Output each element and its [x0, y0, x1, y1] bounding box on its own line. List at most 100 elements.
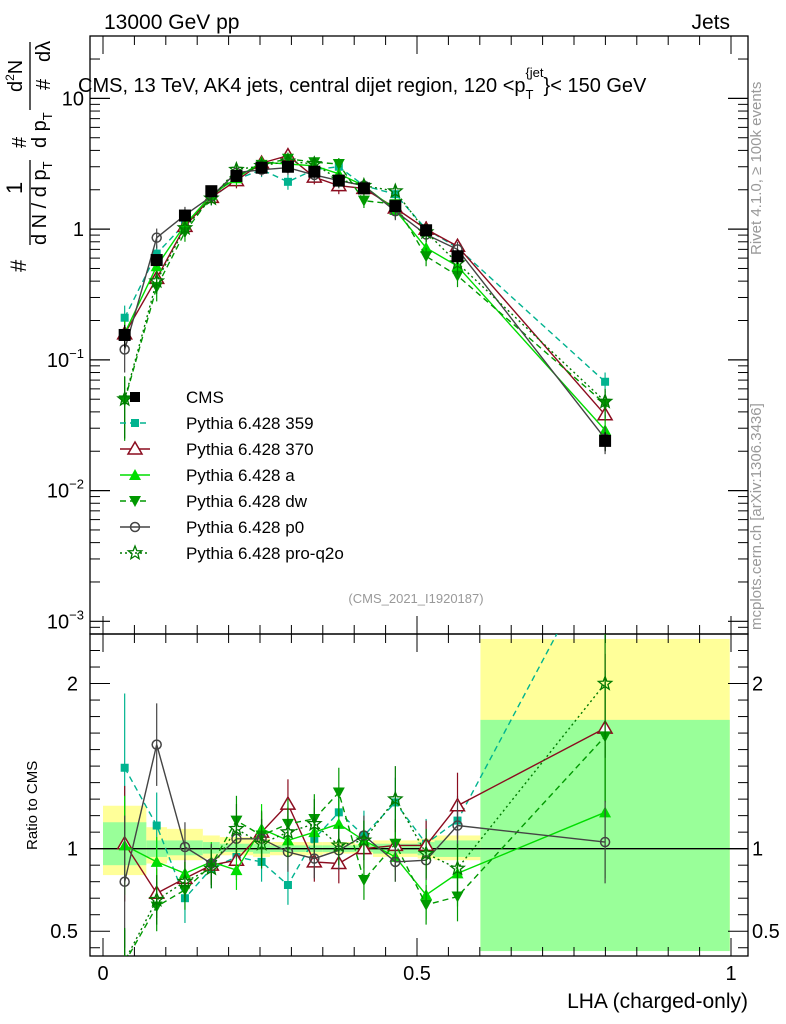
legend-label: Pythia 6.428 pro-q2o [186, 544, 344, 563]
marker-star [417, 844, 435, 861]
chart-title-tail: }< 150 GeV [544, 75, 648, 97]
marker-triangle-down [451, 270, 464, 282]
marker-triangle-down [420, 251, 433, 263]
marker-star [305, 815, 323, 832]
legend-label: Pythia 6.428 359 [186, 414, 314, 433]
marker-square [389, 200, 402, 213]
ylabel-dn-text: d N / d p [29, 169, 51, 245]
marker-triangle-down [129, 496, 141, 507]
marker-star [330, 836, 348, 853]
ratio-xtick-label: 1 [725, 963, 736, 985]
marker-triangle-down [357, 195, 370, 207]
ylabel-d2n-n: N [5, 60, 27, 74]
ylabel-hash-1: # [6, 259, 31, 272]
chart-title-main: CMS, 13 TeV, AK4 jets, central dijet reg… [78, 75, 526, 97]
ratio-plot-area [89, 633, 749, 957]
ratio-ytick-label-right: 0.5 [752, 921, 780, 943]
ylabel-d2n-sq: 2 [3, 74, 17, 81]
marker-square [281, 160, 294, 173]
legend-item-p0: Pythia 6.428 p0 [120, 518, 304, 537]
marker-square [420, 224, 433, 237]
marker-star [279, 823, 297, 840]
marker-open-circle [452, 820, 463, 831]
marker-square [599, 434, 612, 447]
marker-small-square [601, 377, 610, 386]
ratio-ylabel: Ratio to CMS [24, 761, 41, 850]
marker-small-square [131, 419, 139, 427]
marker-triangle-down [420, 899, 433, 911]
main-series-p0 [119, 161, 611, 455]
marker-star [386, 182, 404, 199]
marker-star [202, 859, 220, 876]
legend-item-a: Pythia 6.428 a [120, 466, 295, 485]
ratio-line [124, 811, 606, 896]
marker-open-circle [390, 856, 401, 868]
marker-square [118, 328, 131, 341]
marker-square [230, 169, 243, 182]
marker-small-square [152, 249, 161, 258]
marker-square [332, 174, 345, 187]
main-series-cms [118, 160, 612, 452]
ratio-series-group [116, 634, 614, 956]
legend-item-cms: CMS [130, 388, 224, 407]
marker-triangle-down [451, 891, 464, 903]
marker-filled-triangle [129, 469, 141, 480]
main-series-group [116, 147, 614, 455]
marker-small-square [283, 880, 292, 889]
ylabel-dn-sub: T [40, 161, 55, 169]
main-ytick-label: 10 [62, 88, 84, 110]
ratio-series-proq2o [124, 634, 614, 956]
marker-square [255, 161, 268, 174]
marker-star [596, 392, 614, 409]
marker-open-circle [309, 853, 320, 864]
ratio-line [124, 634, 558, 900]
main-ytick-exp: −3 [69, 607, 84, 622]
ylabel-dn: d N / d pT [29, 161, 55, 245]
legend-label: Pythia 6.428 p0 [186, 518, 304, 537]
marker-star [355, 831, 373, 848]
marker-open-circle [151, 739, 162, 750]
ylabel-dlambda: dλ [33, 41, 55, 62]
marker-open-circle [179, 841, 191, 853]
legend: CMS Pythia 6.428 359 Pythia 6.428 370 Pythi… [120, 388, 344, 563]
series-line [124, 160, 606, 403]
marker-small-square [283, 177, 292, 186]
marker-square [205, 185, 218, 198]
main-ytick-label: 10−1 [47, 346, 84, 372]
ylabel-d2n-d: d [5, 81, 27, 92]
series-line [124, 165, 606, 383]
legend-item-proq2o: Pythia 6.428 pro-q2o [120, 544, 344, 563]
marker-open-circle [129, 521, 141, 533]
ratio-ytick-label-right: 2 [752, 674, 763, 696]
legend-label: Pythia 6.428 dw [186, 492, 308, 511]
ylabel-dp-text: d p [29, 120, 51, 148]
ratio-line [126, 683, 606, 956]
marker-star [387, 790, 404, 807]
legend-item-p370: Pythia 6.428 370 [120, 440, 314, 459]
marker-filled-triangle [230, 864, 243, 876]
main-ytick-base: 10 [47, 350, 69, 372]
marker-star [148, 272, 166, 289]
marker-star [228, 820, 245, 836]
marker-star [253, 834, 270, 851]
chart-title-sup: {jet [525, 65, 543, 80]
ratio-xtick-label: 0.5 [403, 963, 431, 985]
main-ytick-base: 1 [73, 219, 84, 241]
main-ytick-label: 1 [73, 219, 84, 241]
marker-star [126, 544, 144, 561]
ratio-ytick-label-right: 1 [752, 839, 763, 861]
header-left-label: 13000 GeV pp [104, 11, 239, 34]
ratio-ytick-label: 1 [67, 839, 78, 861]
marker-open-triangle [126, 440, 144, 455]
ylabel-hash-3: # [33, 78, 55, 90]
ratio-plot-frame [89, 633, 749, 957]
marker-triangle-down [332, 787, 345, 799]
xlabel: LHA (charged-only) [567, 990, 748, 1013]
marker-square [150, 254, 163, 267]
ratio-ytick-label: 2 [67, 674, 78, 696]
ratio-xtick-label: 0 [97, 963, 108, 985]
ratio-uncertainty-bands [90, 638, 748, 952]
marker-triangle-down [357, 875, 370, 887]
marker-star [596, 674, 614, 691]
